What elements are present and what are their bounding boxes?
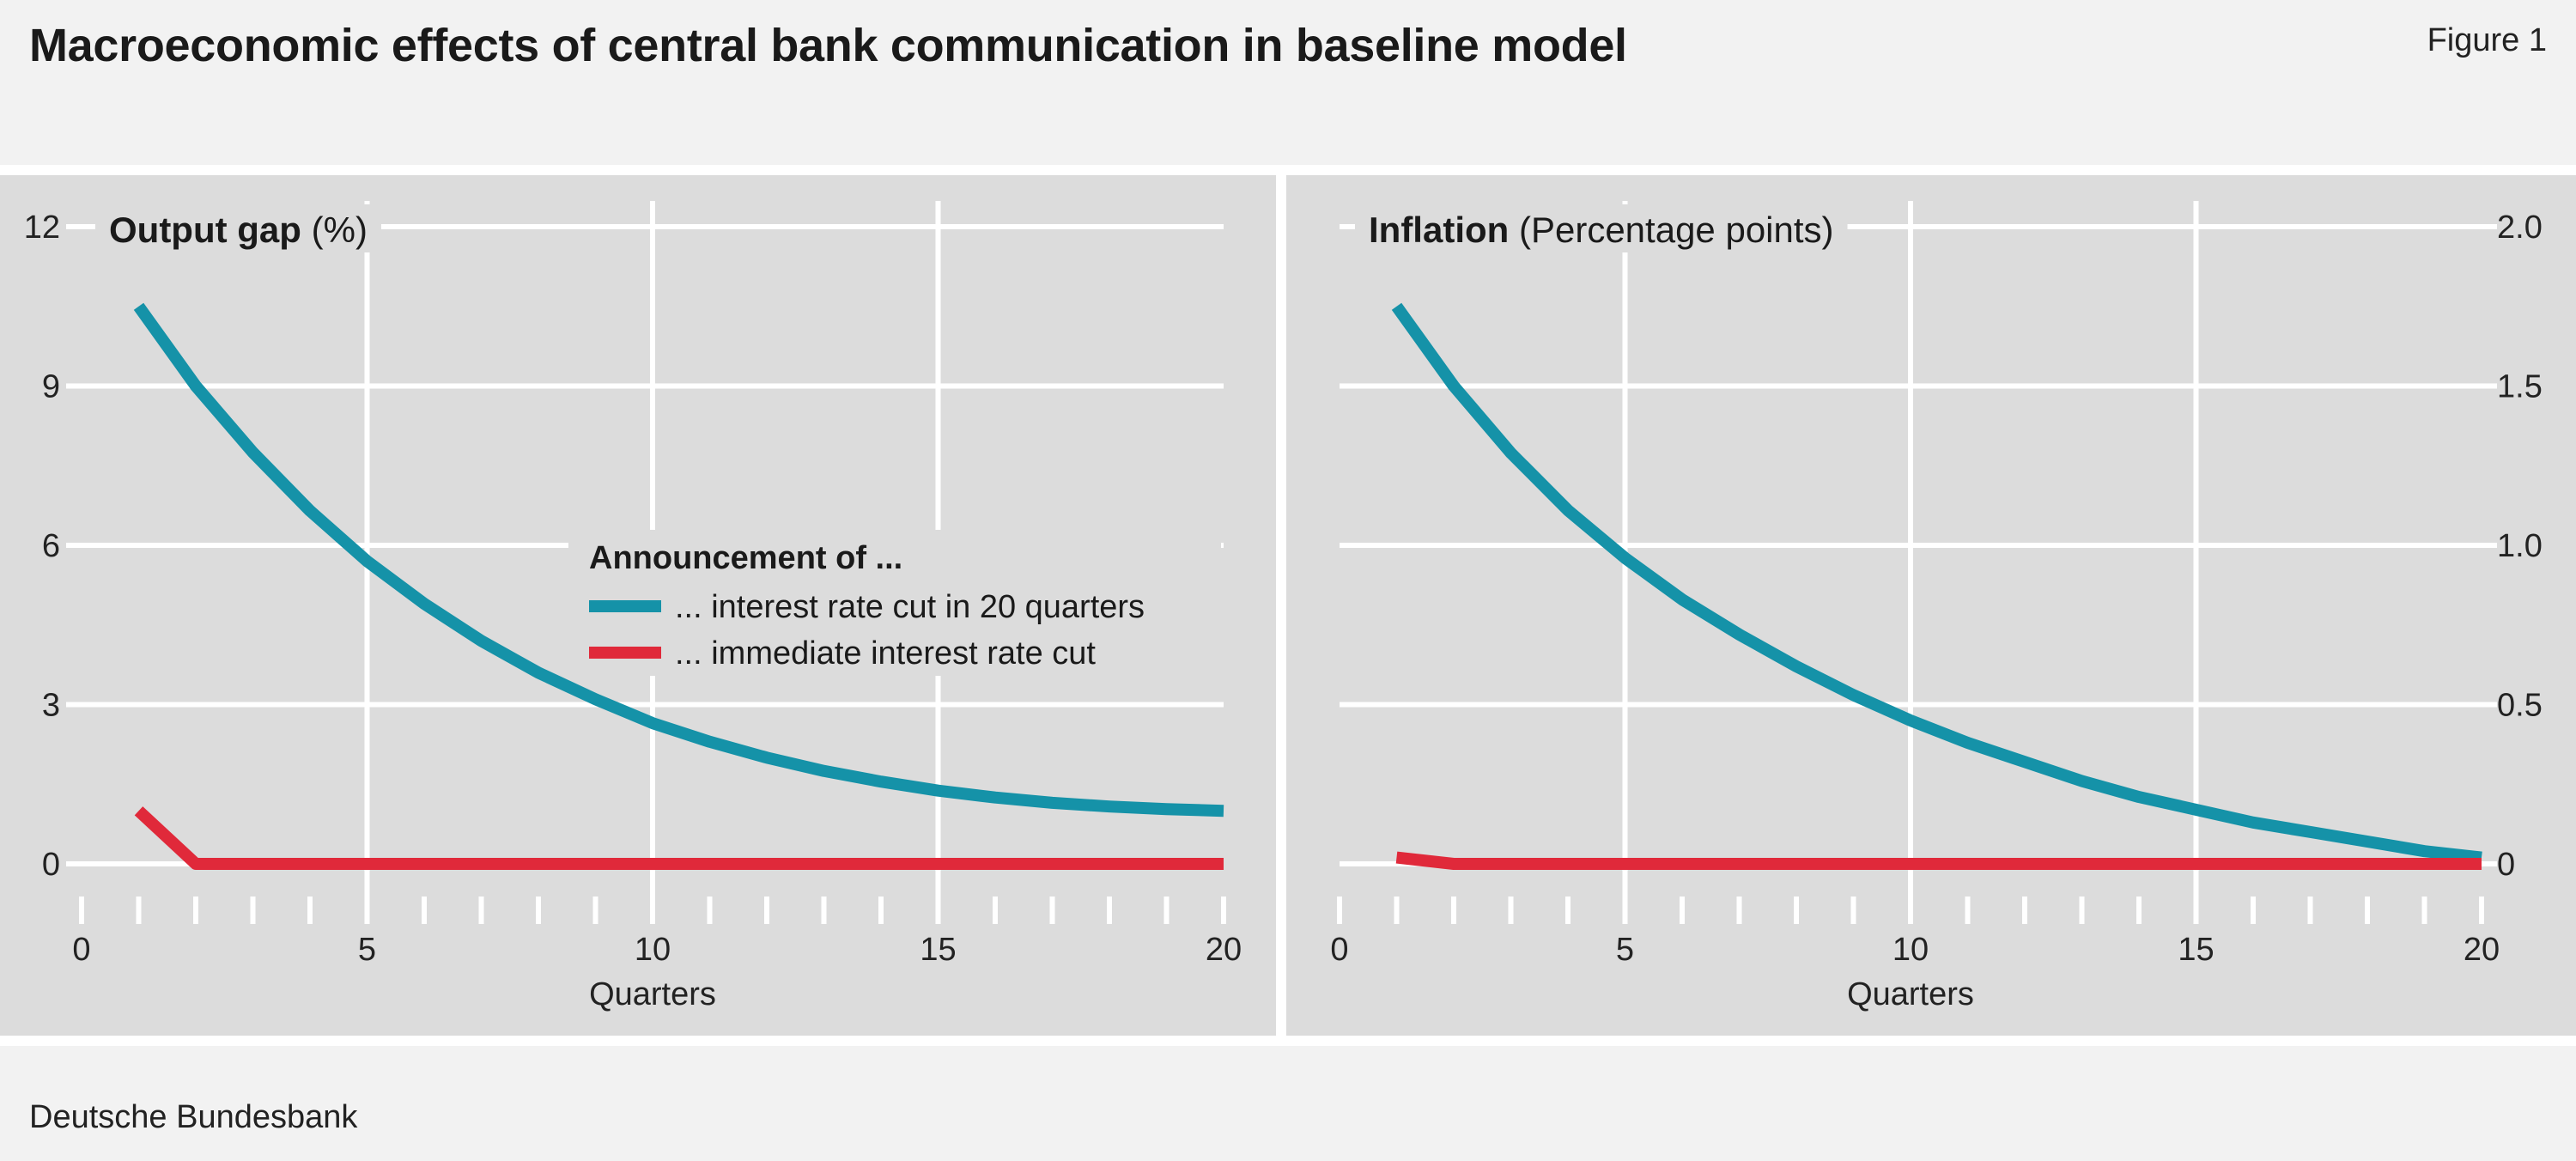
chart-area: 0 3 6 9 12 0 5 10 15 20 Quarters Output gap (%) Anno… — [0, 165, 2576, 1046]
y-tick-label: 0 — [42, 847, 60, 883]
panel-title-backdrop — [1355, 204, 1848, 252]
series-line-delayed-cut — [133, 302, 1224, 818]
y-tick-label: 12 — [24, 210, 60, 246]
series-line-delayed-cut — [1391, 302, 2482, 864]
y-tick-label: 1.0 — [2497, 528, 2543, 564]
y-tick-label: 6 — [42, 528, 60, 564]
figure-label: Figure 1 — [2427, 22, 2547, 58]
legend-title: Announcement of ... — [589, 540, 902, 576]
output-gap-panel: 0 3 6 9 12 0 5 10 15 20 Quarters Output gap (%) Anno… — [0, 175, 1276, 1036]
panel-title: Inflation (Percentage points) — [1369, 210, 1834, 250]
y-tick-label: 2.0 — [2497, 210, 2543, 246]
x-axis-title: Quarters — [1847, 976, 1974, 1012]
x-tick-label: 10 — [635, 932, 671, 968]
x-tick-label: 15 — [2178, 932, 2214, 968]
x-tick-label: 20 — [2464, 932, 2500, 968]
x-axis-title: Quarters — [589, 976, 716, 1012]
inflation-panel: 0 0.5 1.0 1.5 2.0 0 5 10 15 20 Quarters Inflation (… — [1286, 175, 2576, 1036]
x-tick-label: 10 — [1893, 932, 1929, 968]
panel-title-bold: Output gap — [109, 210, 301, 250]
y-tick-label: 3 — [42, 688, 60, 724]
y-tick-label: 0 — [2497, 847, 2515, 883]
legend-item-label: ... immediate interest rate cut — [675, 635, 1096, 672]
panel-title-unit: (Percentage points) — [1509, 210, 1833, 250]
x-tick-label: 15 — [920, 932, 956, 968]
series-line-immediate-cut — [1395, 851, 2482, 870]
x-tick-label: 0 — [72, 932, 90, 968]
y-tick-label: 1.5 — [2497, 369, 2543, 405]
series-line-immediate-cut — [134, 806, 1224, 870]
panel-title: Output gap (%) — [109, 210, 368, 250]
chart-title: Macroeconomic effects of central bank co… — [29, 20, 1627, 71]
legend: Announcement of ... ... interest rate cut… — [568, 530, 1221, 676]
legend-item-label: ... interest rate cut in 20 quarters — [675, 589, 1145, 625]
charts-svg: 0 3 6 9 12 0 5 10 15 20 Quarters Output gap (%) Anno… — [0, 175, 2576, 1036]
panel-title-bold: Inflation — [1369, 210, 1509, 250]
panel-title-backdrop — [95, 204, 381, 252]
x-tick-label: 5 — [358, 932, 376, 968]
x-tick-label: 5 — [1616, 932, 1634, 968]
y-tick-label: 9 — [42, 369, 60, 405]
y-tick-label: 0.5 — [2497, 688, 2543, 724]
panel-title-unit: (%) — [301, 210, 368, 250]
legend-backdrop — [568, 530, 1221, 676]
x-tick-label: 20 — [1206, 932, 1242, 968]
panel-background — [1286, 175, 2576, 1036]
source-note: Deutsche Bundesbank — [29, 1099, 358, 1135]
x-tick-label: 0 — [1330, 932, 1348, 968]
